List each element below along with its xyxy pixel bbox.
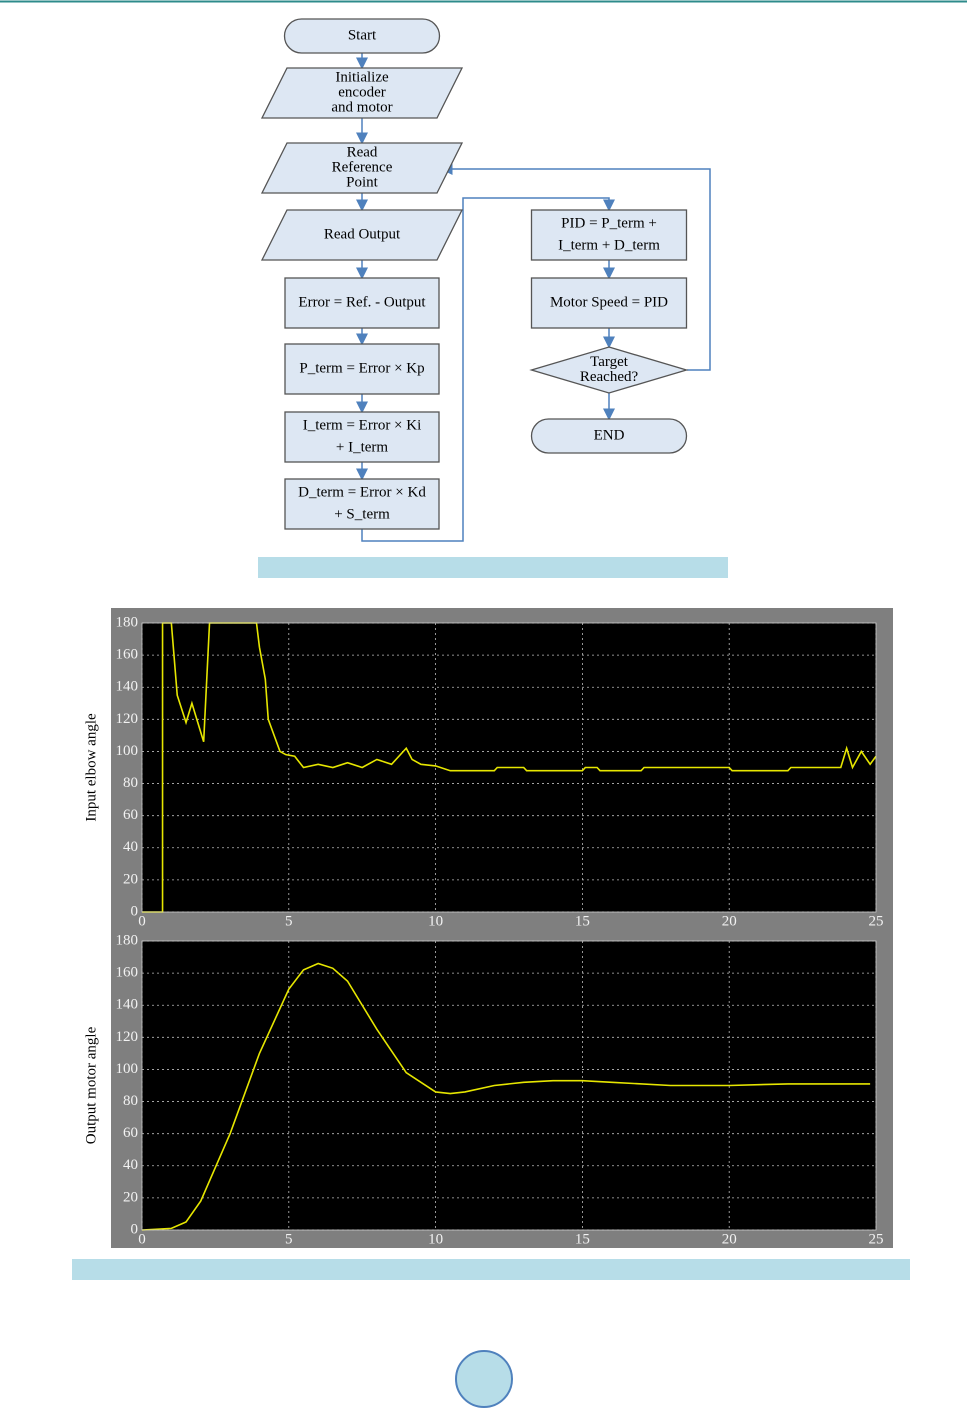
y-tick-label: 20 [123,1189,138,1205]
data-line [141,962,871,1231]
data-line [142,622,877,913]
x-tick-label: 20 [722,913,737,929]
connectors [356,53,711,542]
x-tick-label: 5 [285,1231,293,1247]
y-tick-label: 60 [123,807,138,823]
y-tick-label: 160 [116,647,139,663]
node-label: encoder [338,84,385,100]
node-label: + S_term [334,506,390,522]
process [284,411,440,463]
x-tick-label: 10 [428,913,443,929]
x-tick-label: 20 [722,1231,737,1247]
x-tick-label: 0 [138,913,146,929]
y-tick-label: 100 [116,1061,139,1077]
x-tick-label: 15 [575,1231,590,1247]
io [260,67,464,119]
page-number-badge [455,1350,513,1408]
node-label: Reached? [580,369,639,385]
process [284,277,440,329]
y-tick-label: 40 [123,1157,138,1173]
node-label: P_term = Error × Kp [299,360,424,376]
node-label: I_term = Error × Ki [303,417,422,433]
io [260,209,464,261]
plot-border [141,622,877,913]
arrow [361,197,615,542]
io [260,142,464,194]
node-label: Read Output [324,226,401,242]
node-label: Point [346,174,379,190]
x-tick-label: 0 [138,1231,146,1247]
terminal [530,418,688,454]
x-tick-label: 15 [575,913,590,929]
y-tick-label: 80 [123,1093,138,1109]
node-label: Initialize [335,69,389,85]
y-tick-label: 20 [123,871,138,887]
y-tick-label: 120 [116,1029,139,1045]
process [284,343,440,395]
y-tick-label: 100 [116,743,139,759]
node-label: Error = Ref. - Output [298,294,426,310]
node-label: END [594,427,625,443]
y-tick-label: 140 [116,997,139,1013]
y-tick-label: 60 [123,1125,138,1141]
x-tick-label: 25 [869,913,884,929]
plot-area [142,941,876,1230]
arrow [440,163,711,371]
y-tick-label: 0 [131,903,139,919]
y-tick-label: 0 [131,1221,139,1237]
y-tick-label: 40 [123,839,138,855]
node-label: I_term + D_term [558,237,660,253]
y-axis-label: Output motor angle [83,1026,99,1144]
process [530,209,688,261]
caption-bar [72,1259,910,1280]
plot-border [141,940,877,1231]
y-tick-label: 180 [116,932,139,948]
node-label: D_term = Error × Kd [298,484,426,500]
y-axis-label: Input elbow angle [83,713,99,822]
node-label: Read [347,144,378,160]
y-tick-label: 140 [116,679,139,695]
y-tick-label: 180 [116,614,139,630]
node-label: + I_term [336,439,389,455]
node-label: Reference [332,159,393,175]
node-label: PID = P_term + [561,215,657,231]
decision [529,346,689,394]
caption-bar [258,557,728,578]
process [530,277,688,329]
x-tick-label: 10 [428,1231,443,1247]
x-tick-label: 25 [869,1231,884,1247]
node-label: Start [348,27,377,43]
process [284,478,440,530]
x-tick-label: 5 [285,913,293,929]
node-label: and motor [331,99,392,115]
y-tick-label: 80 [123,775,138,791]
y-tick-label: 160 [116,965,139,981]
node-label: Target [590,354,629,370]
terminal [283,18,441,54]
y-tick-label: 120 [116,711,139,727]
node-label: Motor Speed = PID [550,294,668,310]
